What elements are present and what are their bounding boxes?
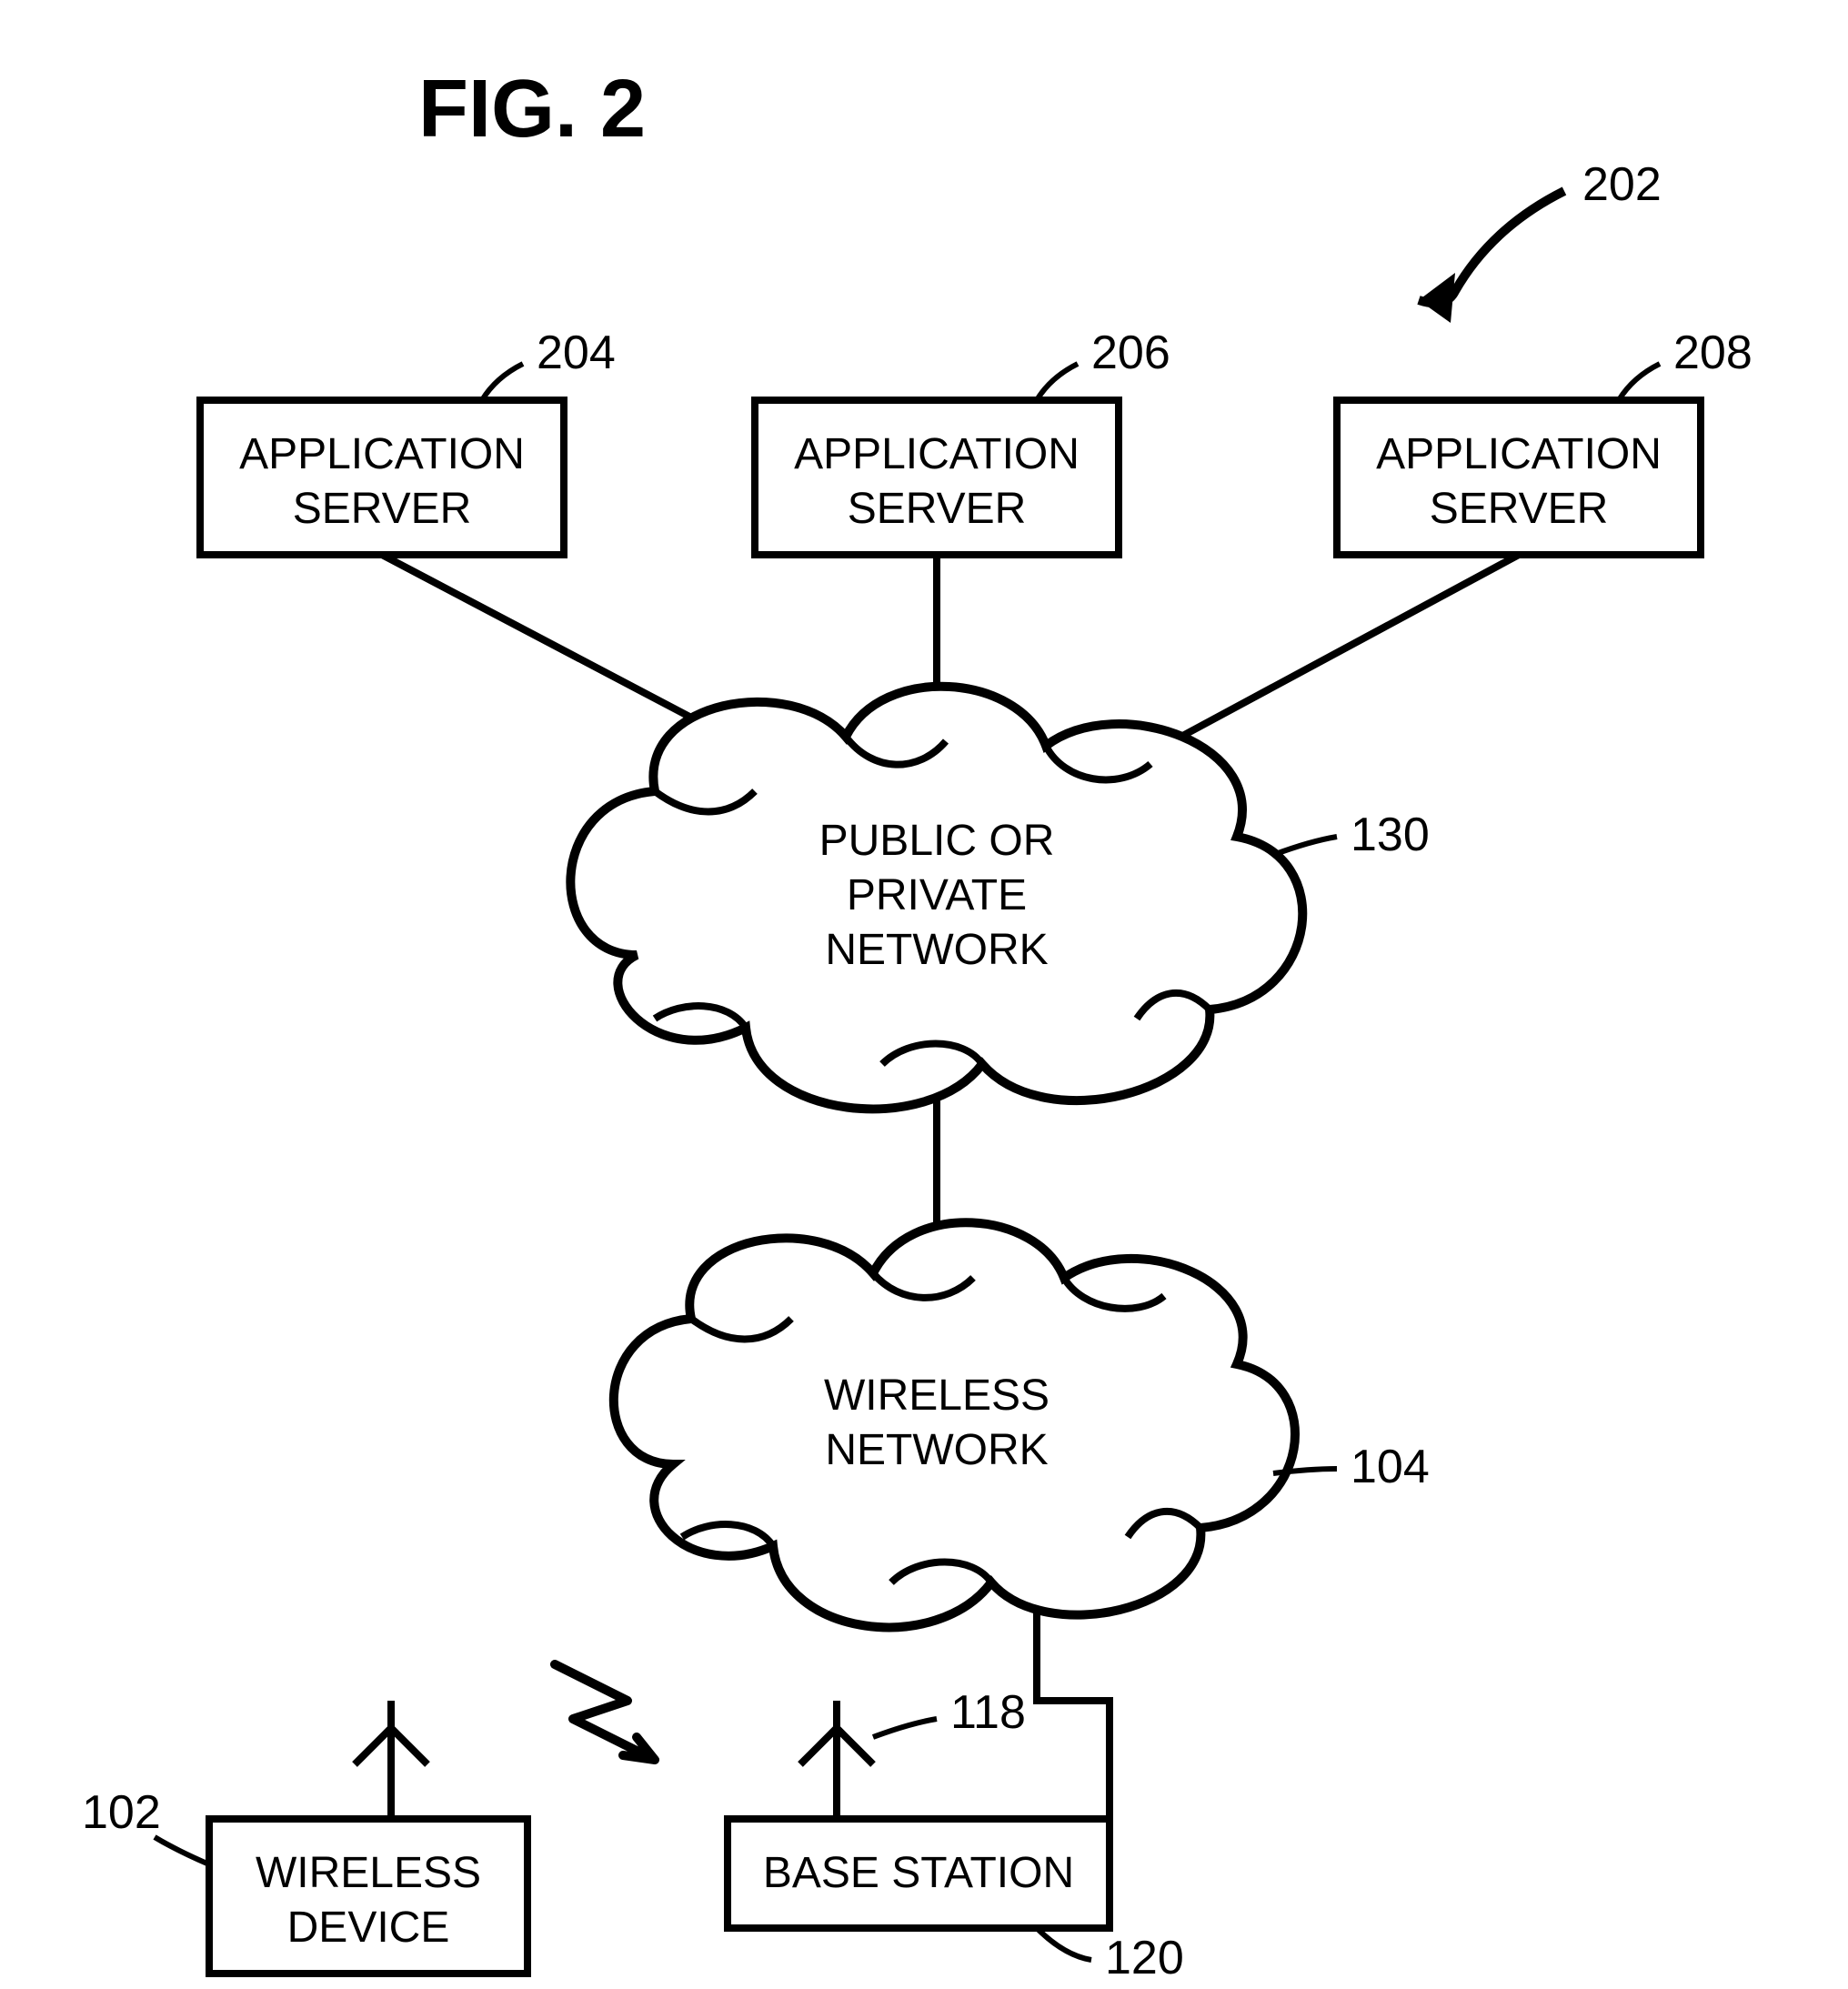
base-station-label: BASE STATION — [763, 1849, 1074, 1897]
base-station-antenna-ref: 118 — [950, 1686, 1026, 1739]
wireless-device-label-1: WIRELESS — [256, 1849, 481, 1897]
wireless-signal-icon — [555, 1664, 655, 1760]
figure-ref: 202 — [1582, 158, 1662, 211]
app-server-2: APPLICATION SERVER 206 — [755, 326, 1170, 555]
public-network-label-1: PUBLIC OR — [819, 817, 1055, 865]
wireless-device-label-2: DEVICE — [287, 1904, 450, 1952]
app-server-1-ref: 204 — [537, 326, 616, 379]
figure-title: FIG. 2 — [418, 64, 646, 155]
app-server-3: APPLICATION SERVER 208 — [1337, 326, 1753, 555]
wireless-device-ref: 102 — [82, 1786, 161, 1839]
antenna-icon — [800, 1701, 873, 1819]
public-network-ref: 130 — [1351, 809, 1430, 861]
app-server-3-ref: 208 — [1673, 326, 1753, 379]
app-server-1: APPLICATION SERVER 204 — [200, 326, 616, 555]
public-network-label-3: NETWORK — [825, 926, 1048, 974]
app-server-2-ref: 206 — [1091, 326, 1170, 379]
public-network-cloud: PUBLIC OR PRIVATE NETWORK 130 — [570, 687, 1429, 1110]
wireless-device: WIRELESS DEVICE 102 — [82, 1701, 527, 1974]
wireless-network-cloud: WIRELESS NETWORK 104 — [614, 1222, 1430, 1627]
base-station-ref: 120 — [1105, 1932, 1184, 1984]
antenna-icon — [355, 1701, 427, 1819]
app-server-2-label-2: SERVER — [848, 485, 1027, 533]
figure-ref-arrow: 202 — [1419, 158, 1662, 323]
app-server-1-label-2: SERVER — [293, 485, 472, 533]
app-server-1-label-1: APPLICATION — [239, 430, 525, 478]
wireless-network-label-1: WIRELESS — [824, 1371, 1050, 1420]
base-station: BASE STATION 118 120 — [728, 1686, 1184, 1984]
public-network-label-2: PRIVATE — [847, 871, 1027, 919]
wireless-network-ref: 104 — [1351, 1441, 1430, 1493]
wireless-network-label-2: NETWORK — [825, 1426, 1048, 1474]
app-server-3-label-2: SERVER — [1430, 485, 1609, 533]
app-server-3-label-1: APPLICATION — [1376, 430, 1662, 478]
app-server-2-label-1: APPLICATION — [794, 430, 1080, 478]
